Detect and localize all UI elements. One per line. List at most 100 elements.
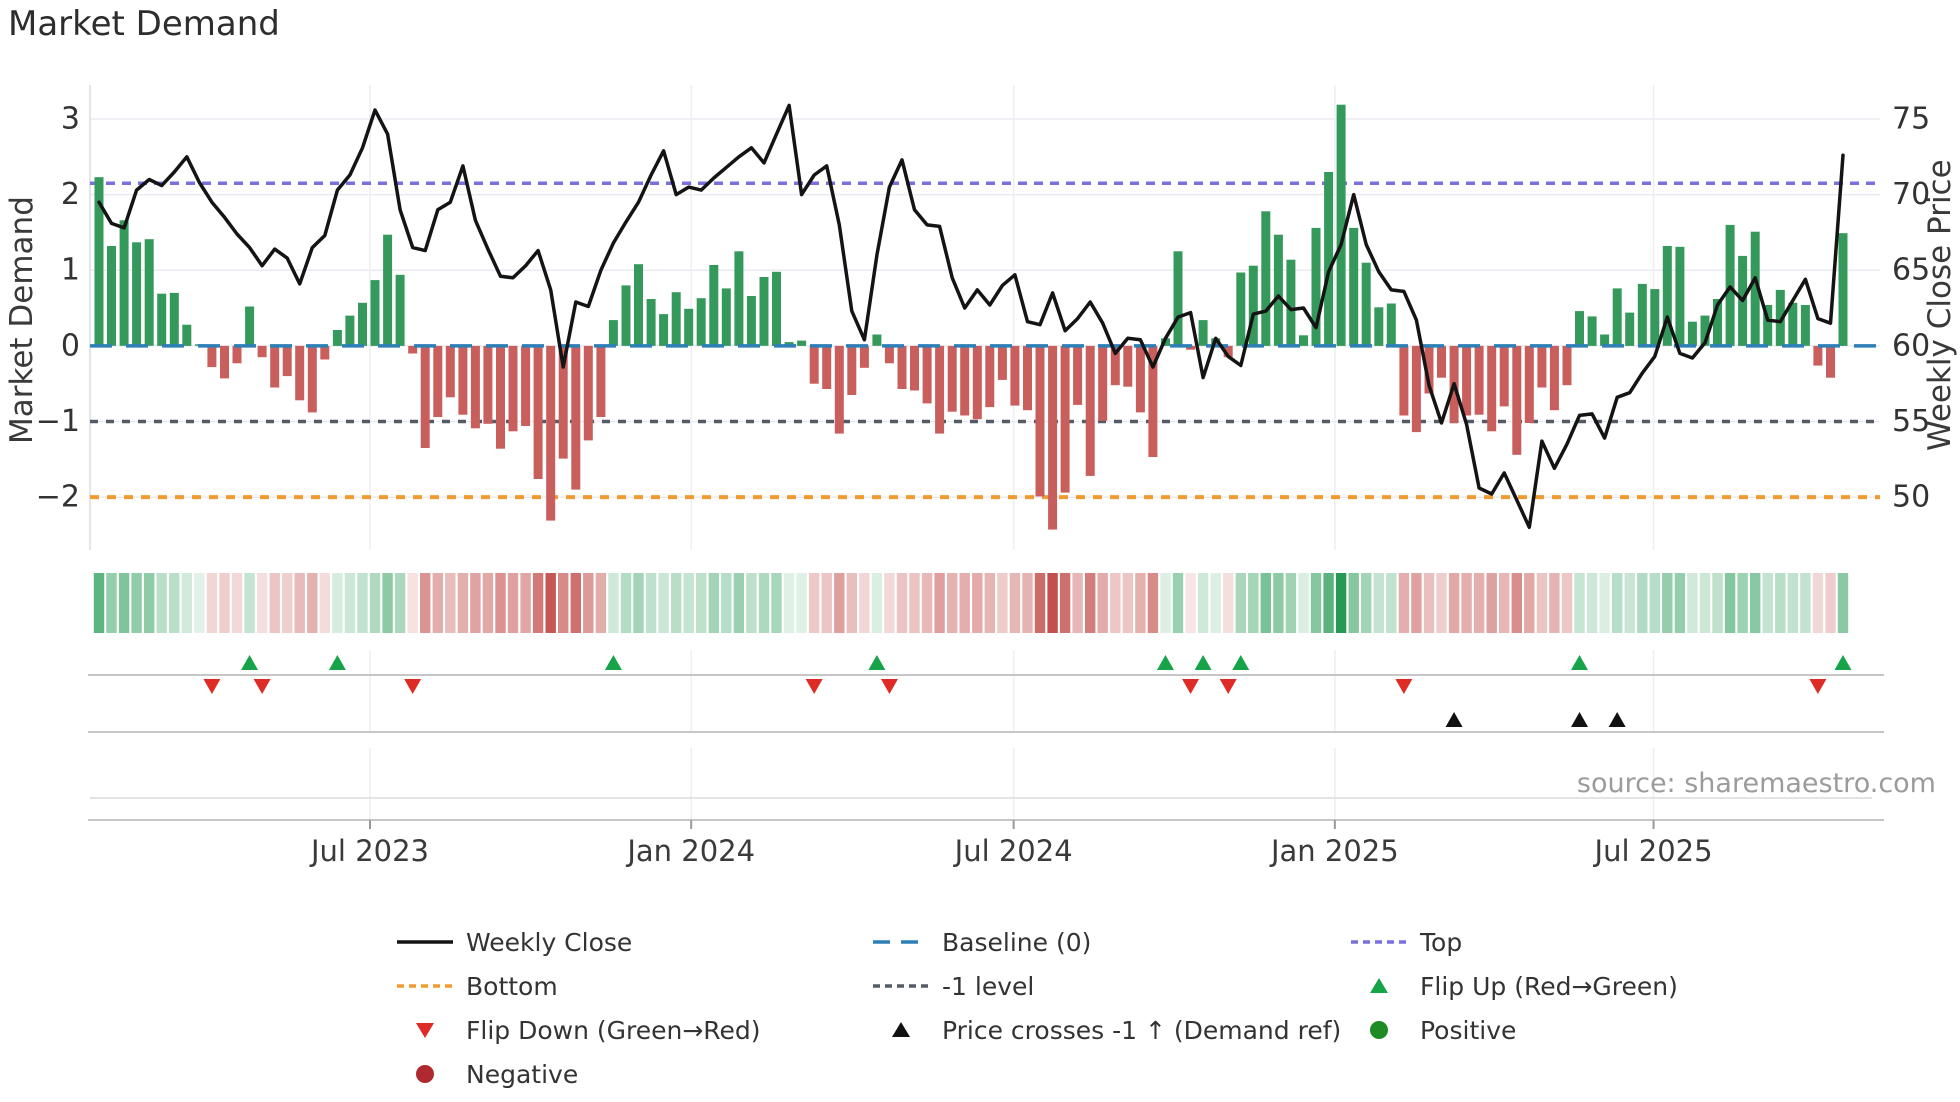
heatmap-cell: [106, 573, 117, 633]
heatmap-cell: [783, 573, 795, 633]
demand-bar: [721, 288, 731, 346]
heatmap-cell: [181, 573, 192, 633]
heatmap-cell: [1775, 573, 1786, 633]
demand-bar: [1010, 345, 1020, 406]
demand-bar: [922, 345, 932, 404]
price-cross-marker: [1571, 712, 1589, 727]
demand-bar: [358, 302, 367, 346]
heatmap-cell: [1398, 573, 1410, 633]
demand-bar: [1060, 345, 1070, 493]
heatmap-cell: [608, 573, 619, 633]
legend-swatch: [869, 973, 933, 999]
heatmap-cell: [1837, 573, 1849, 633]
heatmap-cell: [1499, 573, 1510, 633]
demand-bar: [1374, 307, 1384, 346]
demand-bar: [1650, 289, 1660, 346]
heatmap-cell: [1122, 573, 1133, 633]
heatmap-cell: [1034, 573, 1046, 633]
heatmap-cell: [884, 573, 895, 633]
heatmap-cell: [671, 573, 682, 633]
heatmap-cell: [1310, 573, 1322, 633]
demand-bar: [433, 345, 443, 417]
demand-bar: [345, 315, 355, 346]
heatmap-cell: [1511, 573, 1522, 633]
demand-bar: [1713, 299, 1722, 346]
heatmap-cell: [1737, 573, 1748, 633]
demand-bar: [583, 345, 593, 441]
demand-bar: [985, 345, 995, 408]
price-cross-marker: [1608, 712, 1626, 727]
heatmap-cell: [846, 573, 857, 633]
demand-bar: [445, 345, 455, 398]
demand-bar: [1549, 345, 1559, 411]
legend-swatch: [1347, 1017, 1411, 1043]
heatmap-cell: [344, 573, 356, 633]
heatmap-cell: [470, 573, 481, 633]
demand-bar: [1499, 345, 1509, 407]
demand-bar: [94, 177, 104, 346]
legend-item: Flip Up (Red→Green): [1347, 964, 1678, 1008]
demand-bar: [119, 220, 129, 346]
flip-down-marker: [1219, 679, 1237, 694]
legend-column-3: Top Flip Up (Red→Green) Positive: [1347, 920, 1678, 1052]
heatmap-cell: [583, 573, 594, 633]
heatmap-cell: [332, 573, 343, 633]
demand-bar: [947, 345, 957, 412]
demand-bar: [960, 345, 970, 416]
flip-up-marker: [1194, 655, 1212, 670]
heatmap-cell: [244, 573, 255, 633]
heatmap-cell: [1248, 573, 1259, 633]
legend-swatch-circle: [416, 1065, 434, 1083]
heatmap-cell: [1612, 573, 1623, 633]
x-tick-label: Jul 2024: [953, 834, 1073, 868]
heatmap-cell: [1800, 573, 1811, 633]
demand-bar: [1299, 335, 1308, 346]
demand-bar: [1048, 345, 1058, 530]
flip-up-marker: [868, 655, 886, 670]
price-cross-marker: [1445, 712, 1463, 727]
heatmap-cell: [1348, 573, 1359, 633]
demand-bar: [1512, 345, 1522, 455]
heatmap-cell: [620, 573, 632, 633]
flip-down-marker: [253, 679, 271, 694]
heatmap-cell: [934, 573, 945, 633]
demand-bar: [370, 280, 380, 346]
heatmap-cell: [319, 573, 330, 633]
legend-item: Negative: [393, 1052, 761, 1096]
demand-bar: [1123, 345, 1133, 387]
heatmap-cell: [758, 573, 770, 633]
flip-down-marker: [1395, 679, 1413, 694]
demand-bar: [182, 324, 192, 346]
legend-item-label: Flip Down (Green→Red): [466, 1015, 761, 1045]
demand-bar: [1085, 345, 1095, 476]
heatmap-cell: [733, 573, 745, 633]
demand-bar: [395, 274, 405, 346]
demand-bar: [822, 345, 832, 389]
legend-item: Price crosses -1 ↑ (Demand ref): [869, 1008, 1341, 1052]
heatmap-cell: [445, 573, 456, 633]
demand-bar: [1173, 251, 1183, 346]
demand-bar: [772, 271, 781, 346]
demand-bar: [1662, 246, 1672, 346]
legend-item: -1 level: [869, 964, 1341, 1008]
heatmap-cell: [482, 573, 494, 633]
demand-bar: [169, 292, 179, 346]
flip-up-marker: [241, 655, 259, 670]
right-tick-label: 60: [1892, 328, 1930, 363]
heatmap-cell: [219, 573, 230, 633]
demand-bar: [1361, 262, 1371, 346]
legend-column-1: Weekly Close Bottom Flip Down (Green→Red) N…: [393, 920, 761, 1096]
heatmap-cell: [1586, 573, 1598, 633]
heatmap-cell: [194, 573, 205, 633]
demand-bar: [809, 345, 819, 384]
right-tick-label: 70: [1892, 177, 1930, 212]
demand-bar: [1537, 345, 1547, 388]
demand-bar: [1612, 288, 1622, 346]
legend-item-label: Baseline (0): [942, 927, 1092, 957]
heatmap-cell: [834, 573, 845, 633]
demand-bar: [797, 340, 807, 346]
heatmap-cell: [1637, 573, 1648, 633]
heatmap-cell: [545, 573, 556, 633]
heatmap-cell: [809, 573, 820, 633]
